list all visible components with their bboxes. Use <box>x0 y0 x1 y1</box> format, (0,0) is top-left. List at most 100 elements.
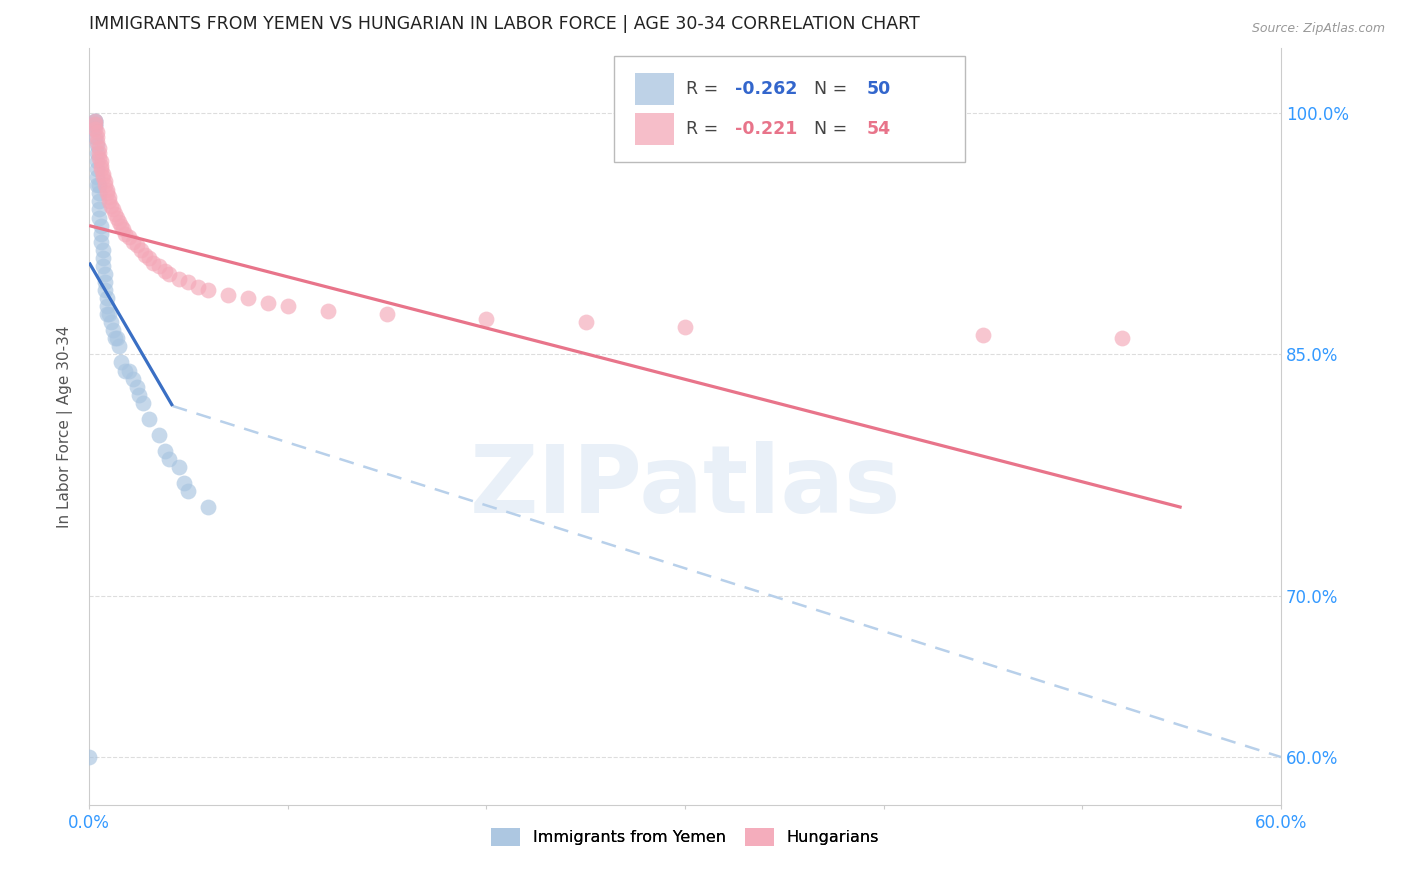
Point <box>142 255 165 269</box>
Point <box>100 315 122 329</box>
Point <box>575 315 598 329</box>
Point <box>173 476 195 491</box>
Text: R =: R = <box>686 80 724 98</box>
Point <box>84 117 107 131</box>
Point <box>91 243 114 257</box>
Point <box>94 275 117 289</box>
Point <box>94 173 117 187</box>
Point <box>101 202 124 217</box>
Point <box>132 396 155 410</box>
Point <box>91 167 114 181</box>
Point <box>87 146 110 161</box>
Point <box>84 119 107 133</box>
Point <box>167 460 190 475</box>
Point <box>125 379 148 393</box>
Point <box>972 328 994 343</box>
Point <box>96 183 118 197</box>
Point <box>177 275 200 289</box>
Point <box>110 219 132 233</box>
Text: ZIPatlas: ZIPatlas <box>470 442 901 533</box>
Point <box>87 186 110 201</box>
Point <box>90 159 112 173</box>
Bar <box>636 73 675 105</box>
Point <box>673 320 696 334</box>
Point <box>94 283 117 297</box>
Point <box>90 235 112 249</box>
Text: 50: 50 <box>866 80 890 98</box>
Point <box>187 280 209 294</box>
Point <box>98 189 121 203</box>
Point <box>110 355 132 369</box>
Bar <box>636 112 675 145</box>
Point <box>101 323 124 337</box>
Text: N =: N = <box>814 80 852 98</box>
Point <box>118 230 141 244</box>
Point <box>90 219 112 233</box>
Point <box>91 170 114 185</box>
Text: -0.262: -0.262 <box>735 80 797 98</box>
FancyBboxPatch shape <box>613 56 965 162</box>
Point <box>84 114 107 128</box>
Point <box>84 122 107 136</box>
Point <box>96 307 118 321</box>
Point <box>87 194 110 209</box>
Point <box>100 199 122 213</box>
Point <box>157 452 180 467</box>
Text: R =: R = <box>686 120 724 137</box>
Y-axis label: In Labor Force | Age 30-34: In Labor Force | Age 30-34 <box>58 326 73 528</box>
Point <box>236 291 259 305</box>
Point <box>77 750 100 764</box>
Point <box>86 170 108 185</box>
Point <box>86 130 108 145</box>
Point <box>96 186 118 201</box>
Point <box>104 331 127 345</box>
Point <box>104 207 127 221</box>
Point <box>84 114 107 128</box>
Point <box>91 251 114 265</box>
Point <box>87 202 110 217</box>
Point <box>98 194 121 209</box>
Point <box>87 211 110 225</box>
Point <box>257 296 280 310</box>
Point <box>138 251 160 265</box>
Point <box>90 227 112 241</box>
Point <box>114 227 136 241</box>
Point <box>84 130 107 145</box>
Point <box>316 304 339 318</box>
Point <box>84 117 107 131</box>
Point <box>90 162 112 177</box>
Point <box>94 178 117 193</box>
Point <box>87 151 110 165</box>
Point <box>96 291 118 305</box>
Point <box>125 238 148 252</box>
Point <box>86 125 108 139</box>
Point <box>121 371 143 385</box>
Point <box>98 307 121 321</box>
Point <box>86 162 108 177</box>
Point <box>153 263 176 277</box>
Point <box>197 283 219 297</box>
Point <box>86 154 108 169</box>
Point <box>86 138 108 153</box>
Point <box>87 141 110 155</box>
Point <box>217 288 239 302</box>
Point <box>475 312 498 326</box>
Point <box>197 500 219 515</box>
Point <box>121 235 143 249</box>
Point <box>108 215 131 229</box>
Point <box>832 106 855 120</box>
Point <box>129 243 152 257</box>
Text: Source: ZipAtlas.com: Source: ZipAtlas.com <box>1251 22 1385 36</box>
Point <box>105 331 128 345</box>
Point <box>86 135 108 149</box>
Point <box>148 428 170 442</box>
Point <box>148 259 170 273</box>
Point <box>114 363 136 377</box>
Point <box>118 363 141 377</box>
Text: N =: N = <box>814 120 852 137</box>
Point <box>375 307 398 321</box>
Point <box>1111 331 1133 345</box>
Point <box>108 339 131 353</box>
Point <box>157 267 180 281</box>
Point <box>105 211 128 225</box>
